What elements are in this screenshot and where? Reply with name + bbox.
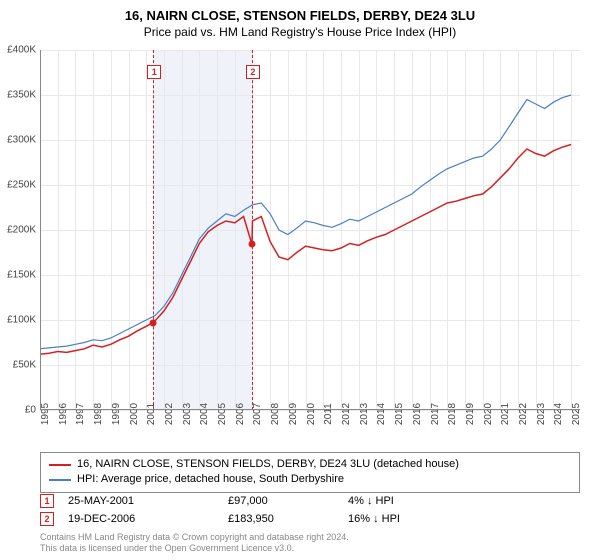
transaction-price: £97,000 <box>228 495 338 507</box>
x-tick-label: 2004 <box>199 403 210 425</box>
footer-attribution: Contains HM Land Registry data © Crown c… <box>40 532 349 554</box>
footer-line-1: Contains HM Land Registry data © Crown c… <box>40 532 349 543</box>
x-tick-label: 2001 <box>146 403 157 425</box>
footer-line-2: This data is licensed under the Open Gov… <box>40 543 349 554</box>
x-tick-label: 2016 <box>412 403 423 425</box>
chart-container: 16, NAIRN CLOSE, STENSON FIELDS, DERBY, … <box>0 0 600 560</box>
x-tick-label: 2010 <box>306 403 317 425</box>
x-tick-label: 2002 <box>164 403 175 425</box>
legend-item-property: 16, NAIRN CLOSE, STENSON FIELDS, DERBY, … <box>49 457 571 472</box>
x-tick-label: 1997 <box>75 403 86 425</box>
event-line <box>153 50 154 410</box>
event-line <box>252 50 253 410</box>
x-tick-label: 1999 <box>111 403 122 425</box>
y-tick-label: £100K <box>7 315 36 326</box>
legend-item-hpi: HPI: Average price, detached house, Sout… <box>49 472 571 487</box>
chart-subtitle: Price paid vs. HM Land Registry's House … <box>0 23 600 39</box>
transaction-pct: 16% ↓ HPI <box>348 513 448 525</box>
x-tick-label: 2011 <box>323 403 334 425</box>
plot-area: 12 £0£50K£100K£150K£200K£250K£300K£350K£… <box>40 50 580 410</box>
event-marker-box: 2 <box>246 65 260 79</box>
transaction-row: 2 19-DEC-2006 £183,950 16% ↓ HPI <box>40 510 448 528</box>
line-series-svg <box>40 50 580 410</box>
x-tick-label: 2013 <box>359 403 370 425</box>
x-tick-label: 2022 <box>518 403 529 425</box>
x-tick-label: 2025 <box>571 403 582 425</box>
legend-label-property: 16, NAIRN CLOSE, STENSON FIELDS, DERBY, … <box>77 457 459 472</box>
x-tick-label: 2005 <box>217 403 228 425</box>
x-tick-label: 2024 <box>553 403 564 425</box>
y-axis <box>40 50 41 410</box>
legend: 16, NAIRN CLOSE, STENSON FIELDS, DERBY, … <box>40 452 580 493</box>
y-tick-label: £200K <box>7 225 36 236</box>
y-tick-label: £250K <box>7 180 36 191</box>
x-tick-label: 2006 <box>235 403 246 425</box>
y-tick-label: £400K <box>7 45 36 56</box>
legend-swatch-property <box>49 464 71 466</box>
transaction-date: 25-MAY-2001 <box>68 495 218 507</box>
y-tick-label: £150K <box>7 270 36 281</box>
y-tick-label: £300K <box>7 135 36 146</box>
x-tick-label: 2008 <box>270 403 281 425</box>
x-tick-label: 2015 <box>394 403 405 425</box>
x-tick-label: 1995 <box>40 403 51 425</box>
x-tick-label: 1996 <box>58 403 69 425</box>
x-tick-label: 2003 <box>182 403 193 425</box>
y-tick-label: £0 <box>25 405 36 416</box>
y-tick-label: £50K <box>13 360 36 371</box>
x-tick-label: 2017 <box>430 403 441 425</box>
x-tick-label: 2009 <box>288 403 299 425</box>
transaction-dot <box>248 241 255 248</box>
x-tick-label: 2014 <box>376 403 387 425</box>
chart-title: 16, NAIRN CLOSE, STENSON FIELDS, DERBY, … <box>0 0 600 23</box>
series-property <box>40 145 571 355</box>
transaction-dot <box>150 319 157 326</box>
event-marker-box: 1 <box>147 65 161 79</box>
x-tick-label: 2000 <box>129 403 140 425</box>
transaction-row: 1 25-MAY-2001 £97,000 4% ↓ HPI <box>40 492 448 510</box>
x-tick-label: 2007 <box>252 403 263 425</box>
x-tick-label: 1998 <box>93 403 104 425</box>
x-tick-label: 2019 <box>465 403 476 425</box>
transactions-table: 1 25-MAY-2001 £97,000 4% ↓ HPI 2 19-DEC-2006 £… <box>40 492 448 528</box>
transaction-marker: 2 <box>40 512 54 526</box>
transaction-price: £183,950 <box>228 513 338 525</box>
x-axis <box>40 409 580 410</box>
x-tick-label: 2020 <box>483 403 494 425</box>
x-tick-label: 2012 <box>341 403 352 425</box>
transaction-pct: 4% ↓ HPI <box>348 495 448 507</box>
transaction-date: 19-DEC-2006 <box>68 513 218 525</box>
y-tick-label: £350K <box>7 90 36 101</box>
x-tick-label: 2021 <box>500 403 511 425</box>
legend-label-hpi: HPI: Average price, detached house, Sout… <box>77 472 344 487</box>
legend-swatch-hpi <box>49 479 71 481</box>
x-tick-label: 2018 <box>447 403 458 425</box>
transaction-marker: 1 <box>40 494 54 508</box>
x-tick-label: 2023 <box>536 403 547 425</box>
series-hpi <box>40 95 571 349</box>
